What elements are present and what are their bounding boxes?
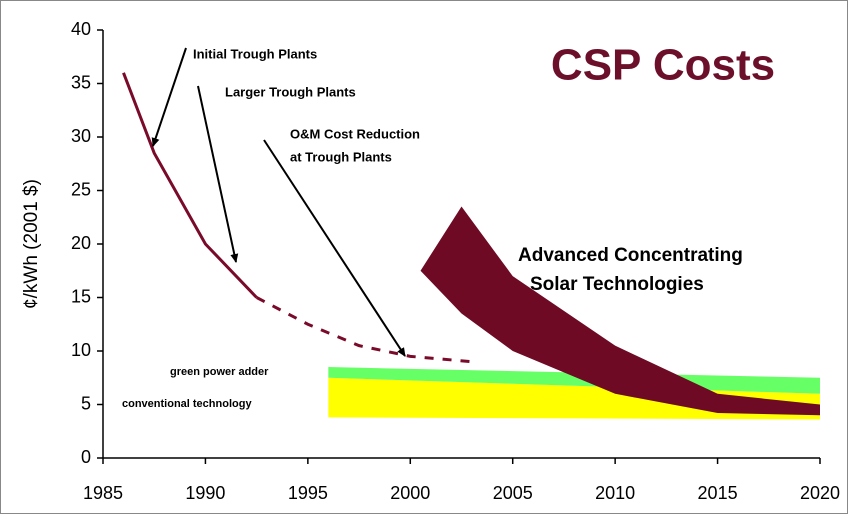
plot-area [122, 72, 820, 420]
y-tick-label: 40 [71, 19, 91, 39]
y-tick-label: 10 [71, 340, 91, 360]
arrow [197, 85, 239, 263]
band-area [420, 206, 820, 416]
x-tick-label: 2010 [595, 483, 635, 503]
annotation: Initial Trough Plants [193, 46, 317, 61]
line-series [122, 72, 258, 299]
y-tick-label: 0 [81, 447, 91, 467]
x-tick-label: 2005 [493, 483, 533, 503]
annotation: conventional technology [122, 398, 252, 410]
y-tick-label: 15 [71, 286, 91, 306]
chart-title: CSP Costs [551, 41, 775, 90]
y-tick-label: 35 [71, 72, 91, 92]
y-tick-label: 20 [71, 233, 91, 253]
arrow [263, 139, 406, 357]
annotation: O&M Cost Reduction [290, 126, 420, 141]
line-series [255, 296, 472, 364]
annotation: at Trough Plants [290, 149, 392, 164]
arrows [151, 47, 406, 357]
annotation: Larger Trough Plants [225, 84, 356, 99]
x-tick-label: 2020 [800, 483, 840, 503]
annotation: Solar Technologies [530, 274, 704, 295]
annotation: Advanced Concentrating [518, 245, 743, 266]
x-tick-label: 2015 [698, 483, 738, 503]
y-tick-label: 25 [71, 179, 91, 199]
x-tick-label: 1990 [185, 483, 225, 503]
y-tick-label: 5 [81, 393, 91, 413]
arrow [151, 47, 187, 147]
x-tick-label: 1985 [83, 483, 123, 503]
y-axis-label: ¢/kWh (2001 $) [21, 179, 42, 309]
y-tick-label: 30 [71, 126, 91, 146]
x-tick-label: 1995 [288, 483, 328, 503]
annotation: green power adder [170, 366, 269, 378]
x-tick-label: 2000 [390, 483, 430, 503]
